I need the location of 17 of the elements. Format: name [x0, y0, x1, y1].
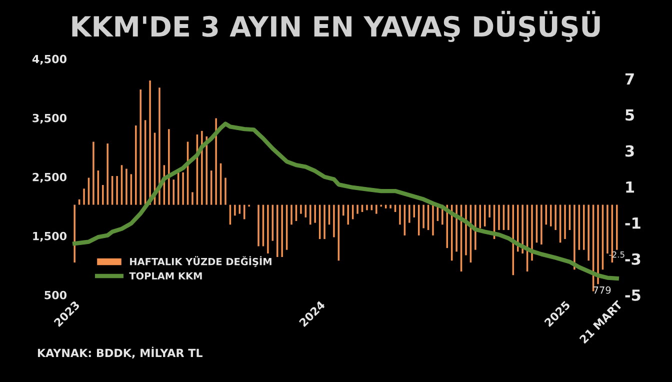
- y-tick-label: 500: [44, 290, 67, 300]
- y2-tick-label: -3: [625, 253, 640, 265]
- y2-tick-label: -1: [625, 217, 640, 229]
- data-label: 779: [594, 286, 611, 294]
- y2-tick-label: 3: [625, 145, 634, 157]
- y2-tick-label: 1: [626, 181, 634, 193]
- legend-label: HAFTALIK YÜZDE DEĞİŞİM: [130, 256, 272, 268]
- y2-tick-label: 5: [626, 109, 634, 121]
- y2-tick-label: 7: [625, 73, 634, 84]
- y-tick-label: 4,500: [32, 54, 67, 65]
- text: KAYNAK: BDDK, MİLYAR TL: [38, 346, 202, 359]
- y-tick-label: 2,500: [32, 172, 67, 183]
- y2-tick-label: -5: [625, 290, 640, 301]
- chart-title: KKM'DE 3 AYIN EN YAVAŞ DÜŞÜŞÜ: [72, 10, 600, 42]
- legend-label: TOPLAM KKM: [129, 272, 202, 280]
- y-tick-label: 1,500: [33, 232, 67, 242]
- y-tick-label: 3,500: [32, 114, 67, 124]
